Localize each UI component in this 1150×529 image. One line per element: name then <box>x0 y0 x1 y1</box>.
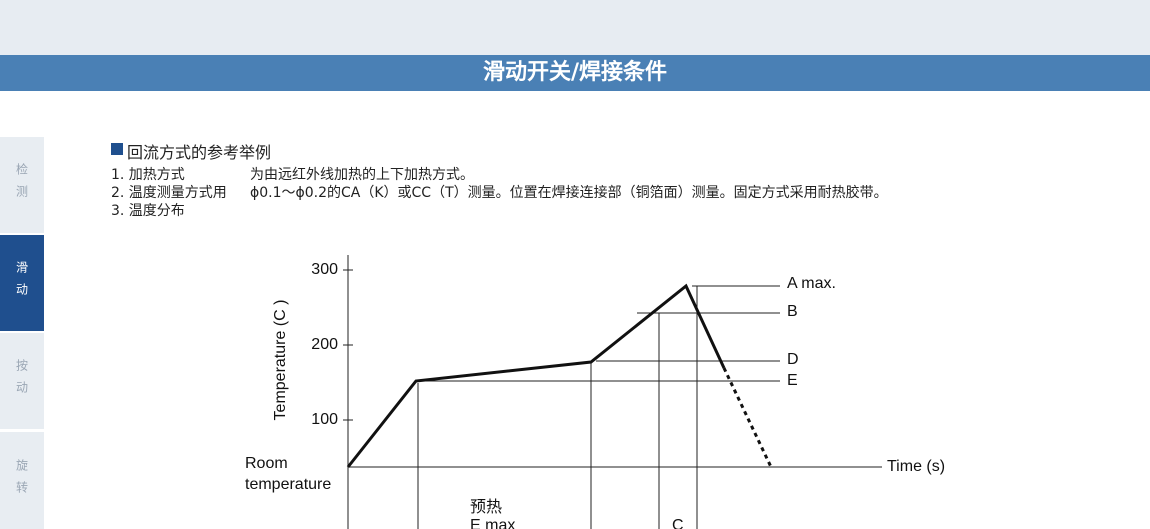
room-label: Room <box>245 455 288 472</box>
room-label: temperature <box>245 476 331 493</box>
tab-label[interactable]: 按动 <box>14 359 29 403</box>
y-axis-label: Temperature (C ) <box>272 300 289 421</box>
region-label: 预热 <box>470 498 502 516</box>
section-heading: 回流方式的参考举例 <box>127 143 272 162</box>
item-text: 为由远红外线加热的上下加热方式。 <box>250 167 474 183</box>
tab-label[interactable]: 滑动 <box>14 261 29 305</box>
item-label: 1. 加热方式 <box>111 167 185 183</box>
tab[interactable]: 检测 <box>0 137 44 233</box>
item-text: ϕ0.1～ϕ0.2的CA（K）或CC（T）测量。位置在焊接连接部（铜箔面）测量。… <box>250 185 888 201</box>
profile-cooling <box>722 367 773 468</box>
tab-label[interactable]: 旋转 <box>14 458 29 503</box>
line-label: A max. <box>787 275 836 292</box>
region-label: C <box>672 517 684 529</box>
tab[interactable]: 按动 <box>0 333 44 429</box>
tab[interactable]: 滑动 <box>0 235 44 331</box>
y-tick-label: 300 <box>311 261 338 278</box>
page-title: 滑动开关/焊接条件 <box>482 60 668 85</box>
item-label: 2. 温度测量方式用 <box>111 185 227 201</box>
title-bar <box>0 55 1150 91</box>
line-label: B <box>787 303 798 320</box>
line-label: E <box>787 372 798 389</box>
region-label: E max <box>470 517 515 529</box>
profile-curve <box>346 283 726 468</box>
tab[interactable]: 旋转 <box>0 432 44 529</box>
tab-label[interactable]: 检测 <box>14 163 29 207</box>
y-tick-label: 100 <box>311 411 338 428</box>
x-axis-label: Time (s) <box>887 458 945 475</box>
bullet-square <box>111 143 123 155</box>
line-label: D <box>787 351 799 368</box>
top-band <box>0 0 1150 55</box>
item-label: 3. 温度分布 <box>111 203 185 219</box>
y-tick-label: 200 <box>311 336 338 353</box>
